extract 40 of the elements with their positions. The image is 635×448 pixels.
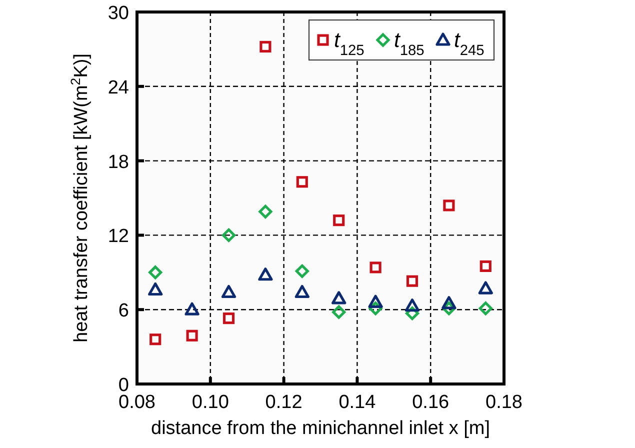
x-tick-label: 0.14 xyxy=(338,392,376,413)
x-tick-label: 0.10 xyxy=(192,392,229,413)
y-tick-label: 24 xyxy=(108,77,130,98)
point xyxy=(186,330,198,342)
point xyxy=(368,294,383,308)
point xyxy=(222,312,235,324)
y-tick-label: 6 xyxy=(118,300,129,322)
point xyxy=(404,298,420,312)
point xyxy=(296,176,308,188)
legend-label: t$_{245}$ xyxy=(454,29,484,59)
point xyxy=(148,266,162,280)
y-tick-label: 18 xyxy=(108,152,129,173)
point xyxy=(443,200,455,212)
legend-label: t$_{125}$ xyxy=(334,29,364,59)
point xyxy=(406,275,418,287)
point xyxy=(442,296,456,310)
point xyxy=(150,334,162,346)
point xyxy=(480,260,492,272)
x-tick-label: 0.16 xyxy=(412,392,450,413)
point xyxy=(184,302,200,316)
point xyxy=(295,264,309,278)
point xyxy=(260,40,272,53)
point xyxy=(148,282,163,296)
legend-label: t$_{185}$ xyxy=(394,29,424,59)
point xyxy=(258,268,273,281)
x-axis-title: distance from the minichannel inlet x [m] xyxy=(151,418,490,439)
point xyxy=(478,281,493,294)
point xyxy=(258,204,272,218)
point xyxy=(370,262,382,274)
point xyxy=(222,228,236,242)
point xyxy=(332,305,346,319)
point xyxy=(221,284,236,298)
y-tick-label: 12 xyxy=(108,226,129,248)
point xyxy=(333,214,345,226)
x-tick-label: 0.12 xyxy=(265,392,302,413)
y-tick-label: 30 xyxy=(108,3,129,24)
point xyxy=(294,284,310,298)
x-tick-label: 0.18 xyxy=(486,392,522,413)
point xyxy=(332,291,346,304)
point xyxy=(478,302,492,316)
